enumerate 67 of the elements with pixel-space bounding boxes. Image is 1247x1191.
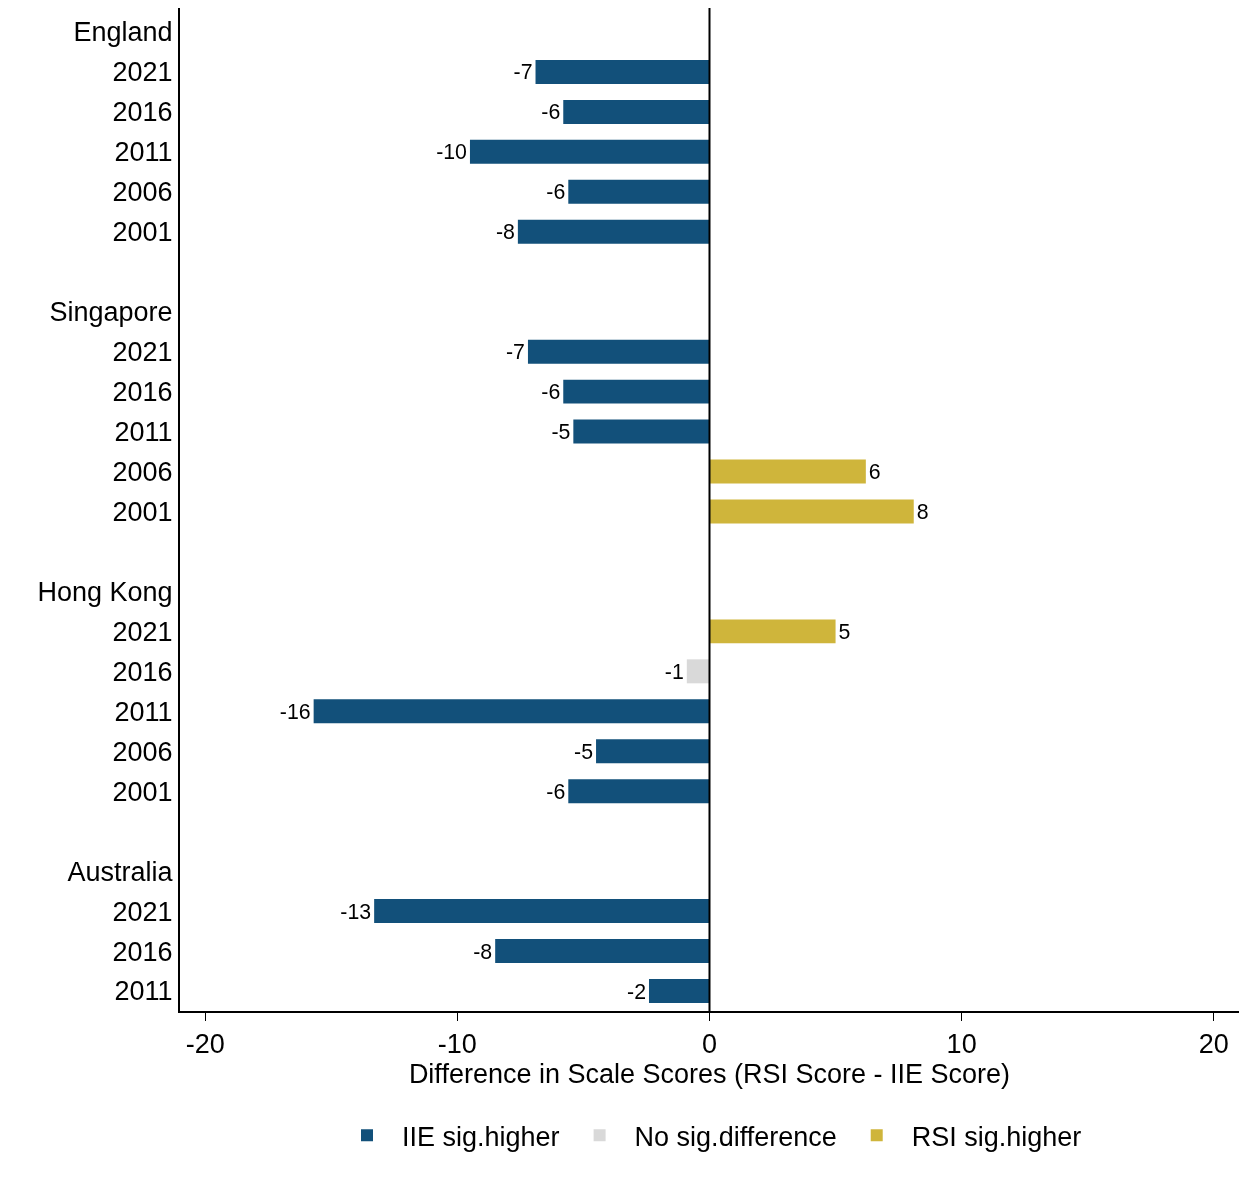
legend-label: RSI sig.higher (911, 1121, 1082, 1152)
data-label: -6 (541, 100, 561, 125)
bar (527, 339, 710, 364)
y-tick-label: 2016 (112, 656, 173, 687)
y-tick-label: 2016 (112, 936, 173, 967)
data-label: -6 (546, 180, 566, 205)
data-label: -13 (340, 899, 372, 924)
bar (709, 459, 866, 484)
data-label: -7 (506, 340, 525, 365)
legend-label: No sig.difference (634, 1121, 837, 1152)
y-tick-label: 2021 (112, 337, 173, 368)
data-label: -16 (279, 699, 311, 724)
bar (535, 59, 710, 84)
bar (648, 979, 710, 1004)
y-tick-label: 2001 (112, 776, 173, 807)
y-tick-label: 2001 (112, 217, 173, 248)
bar (568, 779, 710, 804)
y-tick-label: Singapore (49, 297, 173, 328)
data-label: -5 (574, 739, 594, 764)
y-tick-label: Australia (67, 856, 174, 887)
y-tick-label: 2006 (112, 177, 173, 208)
y-tick-label: 2016 (112, 377, 173, 408)
bar (469, 139, 710, 164)
y-tick-label: 2011 (114, 976, 173, 1007)
bar (709, 499, 914, 524)
legend-label: IIE sig.higher (402, 1121, 560, 1152)
bar (517, 219, 710, 244)
x-tick-label: 0 (701, 1029, 718, 1060)
data-label: -5 (551, 420, 571, 445)
bar (495, 939, 710, 964)
bar (686, 659, 710, 684)
x-tick-label: 20 (1198, 1029, 1229, 1060)
bar (709, 619, 836, 644)
y-tick-label: Hong Kong (37, 576, 173, 607)
data-label: -6 (546, 779, 566, 804)
data-label: 5 (838, 619, 851, 644)
data-label: 8 (916, 500, 929, 525)
data-label: 6 (868, 460, 881, 485)
y-tick-label: 2021 (112, 57, 173, 88)
data-label: -10 (436, 140, 468, 165)
bar (596, 739, 710, 764)
y-tick-label: 2021 (112, 616, 173, 647)
data-label: -1 (664, 659, 684, 684)
y-tick-label: 2011 (114, 417, 173, 448)
y-tick-label: 2016 (112, 97, 173, 128)
x-axis-title: Difference in Scale Scores (RSI Score - IIE Score) (408, 1059, 1011, 1090)
x-tick-label: 10 (946, 1029, 977, 1060)
bar (568, 179, 710, 204)
bar (374, 899, 710, 924)
bar (563, 99, 710, 124)
data-label: -2 (627, 979, 646, 1004)
x-tick-label: -20 (185, 1029, 225, 1060)
data-label: -8 (495, 220, 515, 245)
data-label: -6 (541, 380, 561, 405)
y-tick-label: 2011 (114, 696, 173, 727)
bar (573, 419, 710, 444)
y-tick-label: 2006 (112, 736, 173, 767)
y-tick-label: England (73, 17, 173, 48)
y-tick-label: 2006 (112, 456, 173, 487)
data-label: -7 (513, 60, 533, 85)
bar (563, 379, 710, 404)
y-tick-label: 2011 (114, 137, 173, 168)
y-tick-label: 2001 (112, 496, 173, 527)
x-tick-label: -10 (437, 1029, 477, 1060)
y-tick-label: 2021 (112, 896, 173, 927)
data-label: -8 (473, 939, 493, 964)
bar (313, 699, 710, 724)
